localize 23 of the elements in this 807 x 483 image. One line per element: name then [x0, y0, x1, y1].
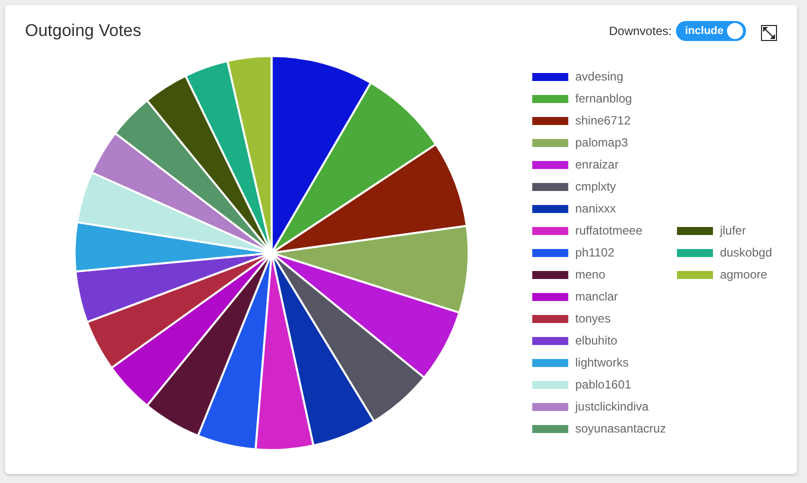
- legend-label: cmplxty: [575, 179, 616, 194]
- legend-label: avdesing: [575, 69, 624, 84]
- legend-label: palomap3: [575, 135, 628, 150]
- legend-label: nanixxx: [575, 201, 616, 216]
- legend-label: tonyes: [575, 311, 611, 326]
- legend-label: meno: [575, 267, 606, 282]
- legend-label: duskobgd: [720, 245, 772, 260]
- legend-label: elbuhito: [575, 333, 618, 348]
- legend-label: lightworks: [575, 355, 629, 370]
- chart-title: Outgoing Votes: [25, 20, 142, 42]
- legend-label: jlufer: [718, 223, 746, 238]
- text: Downvotes:: [609, 24, 672, 39]
- legend-label: ph1102: [575, 245, 615, 260]
- legend-label: agmoore: [720, 267, 768, 282]
- legend-label: justclickindiva: [574, 399, 649, 414]
- legend-label: ruffatotmeee: [575, 223, 643, 238]
- legend-label: manclar: [575, 289, 618, 304]
- legend-label: enraizar: [575, 157, 619, 172]
- legend-label: fernanblog: [575, 91, 632, 106]
- legend-label: pablo1601: [575, 377, 632, 392]
- legend-label: soyunasantacruz: [575, 421, 666, 436]
- text: include: [685, 25, 724, 38]
- legend-label: shine6712: [575, 113, 631, 128]
